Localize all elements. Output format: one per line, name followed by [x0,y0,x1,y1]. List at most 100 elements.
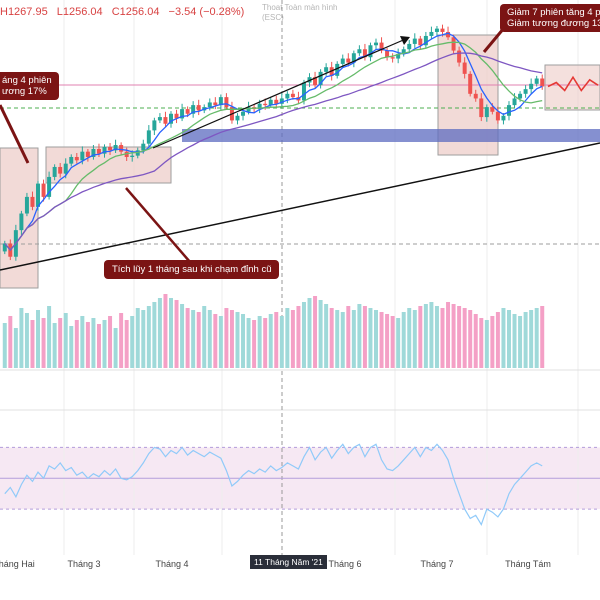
volume-bar [495,312,500,368]
volume-bar [529,310,534,368]
x-tick-label: Tháng 6 [328,559,362,569]
candle-body [396,53,401,59]
candle-body [152,120,157,131]
candle-body [41,183,46,197]
candle-body [529,83,534,90]
volume-bar [385,314,390,368]
volume-bar [257,316,262,368]
candle-body [335,63,340,76]
candle-body [163,117,168,124]
volume-bar [47,306,52,368]
candle-body [207,102,212,108]
volume-bar [401,312,406,368]
candle-body [501,115,506,121]
candle-body [196,105,201,111]
exit-fullscreen-key: (ESC) [262,13,284,22]
volume-bar [301,302,306,368]
volume-bar [169,298,173,368]
volume-bar [124,320,129,368]
forecast-zigzag [547,75,599,92]
candle-body [451,37,456,51]
volume-bar [229,310,234,368]
volume-bar [412,310,417,368]
volume-bar [30,320,35,368]
candle-body [47,176,52,197]
volume-bar [174,300,179,368]
candle-body [108,147,113,151]
candle-body [91,149,96,157]
volume-bar [534,308,539,368]
volume-bar [396,318,401,368]
candle-body [301,82,306,101]
candle-body [85,151,90,157]
volume-bar [324,304,329,368]
volume-bar [418,306,423,368]
candle-body [80,151,85,161]
ohlc-low: L1256.04 [56,6,103,18]
volume-bar [468,310,473,368]
candle-body [340,58,345,64]
volume-bar [36,310,41,368]
volume-bar [13,328,18,368]
volume-bar [8,316,13,368]
volume-bar [429,302,434,368]
volume-bar [19,308,24,368]
candle-body [102,147,107,154]
candle-body [74,156,79,161]
candle-body [130,155,135,157]
volume-bar [340,312,345,368]
volume-bar [512,314,517,368]
moving-average-line [4,52,543,252]
candle-body [246,107,251,112]
volume-bar [58,318,63,368]
volume-bar [518,316,523,368]
candle-body [534,78,539,84]
volume-bar [191,310,196,368]
zone-box [0,147,39,289]
volume-bar [318,300,323,368]
candle-body [490,107,495,112]
candle-body [185,109,190,114]
volume-bar [351,310,356,368]
candle-body [2,243,7,252]
volume-bar [85,322,90,368]
volume-bar [52,323,57,368]
volume-bar [379,312,384,368]
candle-body [180,109,185,119]
volume-bar [407,308,412,368]
candle-body [146,130,151,144]
volume-bar [434,306,439,368]
candle-body [374,42,378,46]
callout-connector [0,104,30,164]
trend-arrow-line [152,37,409,149]
candle-body [96,149,101,154]
volume-bar [374,310,378,368]
candle-body [495,111,500,121]
x-tick-label: Tháng 4 [155,559,189,569]
callout-bottom: Tích lũy 1 tháng sau khi chạm đỉnh cũ [104,260,280,279]
candle-body [324,67,329,72]
candle-body [412,38,417,44]
volume-bar [130,316,135,368]
volume-bar [91,318,96,368]
volume-bar [274,312,279,368]
volume-bar [346,306,351,368]
candle-body [58,166,63,174]
candle-body [506,105,511,116]
volume-bar [335,310,340,368]
volume-bar [102,320,107,368]
callout-right-line1: Giảm 7 phiên tăng 4 p [507,7,600,18]
exit-fullscreen-hint[interactable]: Thoat Toàn màn hình (ESC) [262,3,337,23]
candle-body [434,28,439,32]
volume-bar [163,294,168,368]
volume-bar [157,298,162,368]
candle-body [518,93,523,99]
support-band [182,129,600,142]
volume-bar [2,323,7,368]
volume-bar [501,308,506,368]
candle-body [285,93,290,99]
candle-body [113,145,118,151]
volume-bar [241,314,246,368]
forecast-zone [544,64,600,111]
